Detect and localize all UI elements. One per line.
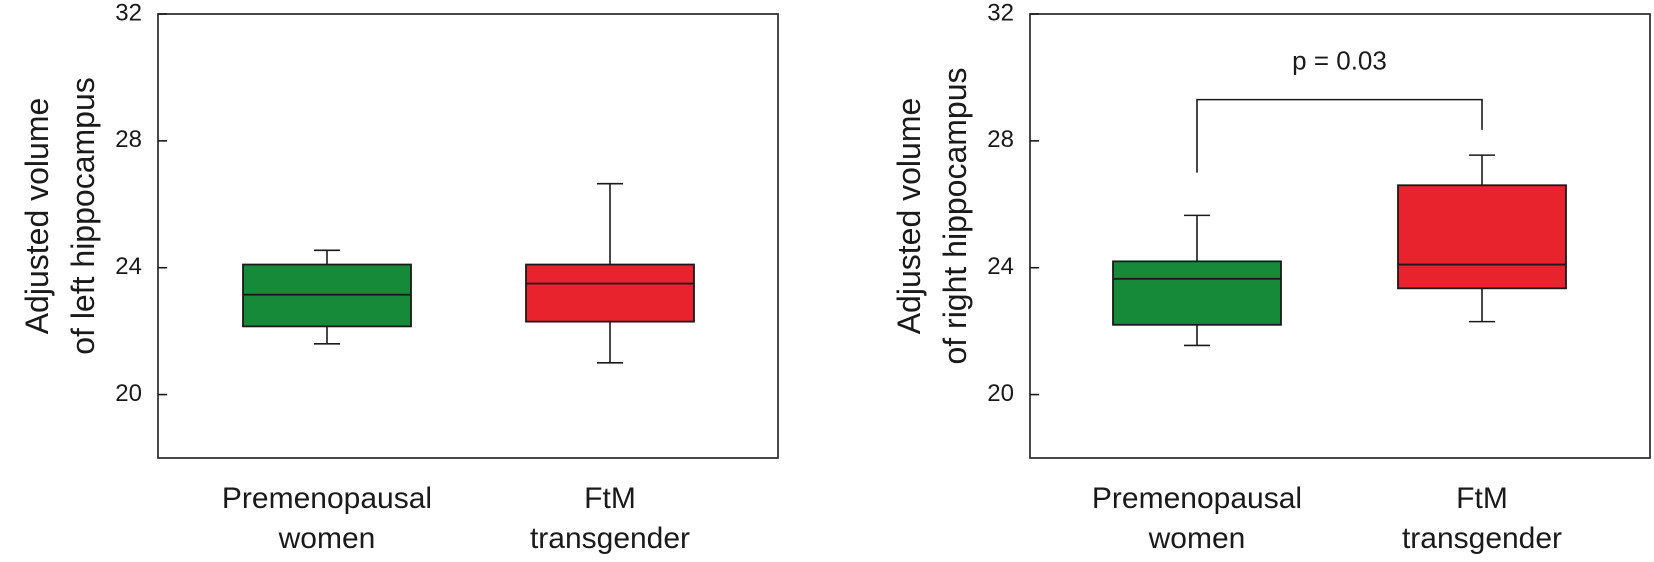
significance-annotation: p = 0.03	[1196, 46, 1483, 173]
p-value-label: p = 0.03	[1292, 46, 1387, 76]
box-iqr	[1112, 260, 1282, 326]
category-label: women	[278, 522, 376, 555]
y-tick-label: 20	[115, 380, 142, 407]
y-tick-label: 28	[115, 126, 142, 153]
category-label: FtM	[1456, 482, 1508, 515]
category-label: transgender	[1402, 522, 1562, 555]
plot-frame	[157, 13, 779, 459]
category-label: transgender	[530, 522, 690, 555]
y-tick-label: 28	[987, 126, 1014, 153]
box-2	[1397, 154, 1567, 323]
y-tick-label: 32	[987, 0, 1014, 26]
box-iqr	[1397, 184, 1567, 290]
box-2	[525, 182, 695, 364]
category-label: women	[1148, 522, 1246, 555]
plot-frame	[1029, 13, 1651, 459]
y-axis-title-line: of right hippocampus	[937, 67, 973, 364]
y-axis-title-line: Adjusted volume	[891, 98, 927, 335]
y-tick-label: 24	[987, 253, 1014, 280]
category-label: Premenopausal	[222, 482, 432, 515]
box-1	[242, 249, 412, 345]
y-axis-title-line: of left hippocampus	[65, 77, 101, 355]
y-axis-title: Adjusted volume of left hippocampus	[19, 77, 101, 355]
category-label: Premenopausal	[1092, 482, 1302, 515]
y-tick-label: 32	[115, 0, 142, 26]
y-axis-title: Adjusted volume of right hippocampus	[891, 67, 973, 364]
y-tick-label: 24	[115, 253, 142, 280]
category-label: FtM	[584, 482, 636, 515]
y-tick-label: 20	[987, 380, 1014, 407]
y-axis-title-line: Adjusted volume	[19, 98, 55, 335]
significance-bracket	[1196, 98, 1483, 173]
box-1	[1112, 214, 1282, 347]
chart-panel-2: 20 24 28 32 Adjusted volume of right hippocam…	[891, 0, 1651, 555]
box-iqr	[525, 263, 695, 323]
chart-panel-1: 20 24 28 32 Adjusted volume of left hippocamp…	[19, 0, 779, 555]
